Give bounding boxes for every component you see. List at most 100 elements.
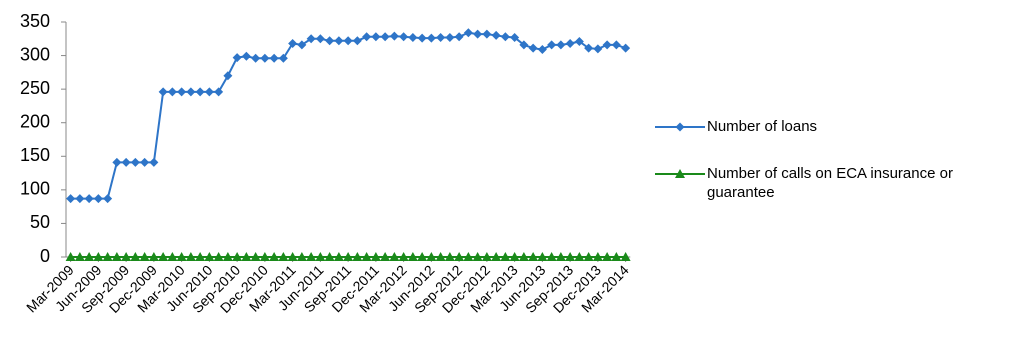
marker bbox=[399, 32, 409, 42]
marker bbox=[232, 53, 242, 63]
marker bbox=[380, 252, 391, 261]
marker bbox=[546, 252, 557, 261]
marker bbox=[288, 38, 298, 48]
marker bbox=[334, 36, 344, 46]
marker bbox=[389, 31, 399, 41]
marker bbox=[65, 252, 76, 261]
marker bbox=[565, 252, 576, 261]
marker bbox=[611, 40, 621, 50]
marker bbox=[167, 252, 178, 261]
marker bbox=[407, 252, 418, 261]
marker bbox=[491, 252, 502, 261]
marker bbox=[213, 252, 224, 261]
marker bbox=[250, 252, 261, 261]
marker bbox=[454, 32, 464, 42]
marker bbox=[84, 194, 94, 204]
marker bbox=[463, 252, 474, 261]
marker bbox=[675, 122, 685, 132]
marker bbox=[583, 252, 594, 261]
marker bbox=[408, 32, 418, 42]
marker bbox=[426, 33, 436, 43]
marker bbox=[222, 252, 233, 261]
marker bbox=[463, 28, 473, 38]
marker bbox=[528, 252, 539, 261]
marker bbox=[223, 71, 233, 81]
y-tick-label: 250 bbox=[20, 78, 50, 98]
marker bbox=[278, 53, 288, 63]
marker bbox=[574, 252, 585, 261]
marker bbox=[84, 252, 95, 261]
marker bbox=[675, 169, 685, 178]
marker bbox=[574, 36, 584, 46]
marker bbox=[158, 252, 169, 261]
marker bbox=[473, 29, 483, 39]
marker bbox=[620, 252, 631, 261]
marker bbox=[297, 40, 307, 50]
marker bbox=[592, 252, 603, 261]
marker bbox=[93, 252, 104, 261]
marker bbox=[251, 53, 261, 63]
marker bbox=[177, 87, 187, 97]
marker bbox=[333, 252, 344, 261]
marker bbox=[112, 157, 122, 167]
marker bbox=[445, 32, 455, 42]
marker bbox=[260, 53, 270, 63]
marker bbox=[435, 252, 446, 261]
marker bbox=[509, 252, 520, 261]
marker bbox=[121, 252, 132, 261]
marker bbox=[362, 32, 372, 42]
series-line bbox=[70, 31, 626, 200]
marker bbox=[186, 87, 196, 97]
marker bbox=[500, 252, 511, 261]
marker bbox=[621, 43, 631, 53]
marker bbox=[214, 87, 224, 97]
marker bbox=[74, 252, 85, 261]
y-tick-label: 100 bbox=[20, 179, 50, 199]
marker bbox=[306, 34, 316, 44]
marker bbox=[185, 252, 196, 261]
marker bbox=[269, 53, 279, 63]
marker bbox=[149, 157, 159, 167]
marker bbox=[352, 36, 362, 46]
marker bbox=[518, 252, 529, 261]
marker bbox=[111, 252, 122, 261]
marker bbox=[204, 252, 215, 261]
marker bbox=[436, 32, 446, 42]
marker bbox=[102, 252, 113, 261]
marker bbox=[176, 252, 187, 261]
marker bbox=[140, 157, 150, 167]
marker bbox=[278, 252, 289, 261]
legend-label: Number of calls on ECA insurance or guar… bbox=[707, 165, 953, 201]
marker bbox=[148, 252, 159, 261]
marker bbox=[611, 252, 622, 261]
y-tick-label: 300 bbox=[20, 44, 50, 64]
marker bbox=[537, 45, 547, 55]
marker bbox=[287, 252, 298, 261]
marker bbox=[306, 252, 317, 261]
marker bbox=[259, 252, 270, 261]
marker bbox=[361, 252, 372, 261]
marker bbox=[389, 252, 400, 261]
marker bbox=[232, 252, 243, 261]
marker bbox=[555, 252, 566, 261]
marker bbox=[602, 252, 613, 261]
marker bbox=[241, 252, 252, 261]
marker bbox=[380, 32, 390, 42]
y-tick-label: 50 bbox=[30, 212, 50, 232]
marker bbox=[602, 40, 612, 50]
marker bbox=[500, 32, 510, 42]
marker bbox=[398, 252, 409, 261]
marker bbox=[370, 252, 381, 261]
marker bbox=[93, 194, 103, 204]
marker bbox=[121, 157, 131, 167]
marker bbox=[103, 194, 113, 204]
marker bbox=[584, 43, 594, 53]
marker bbox=[454, 252, 465, 261]
marker bbox=[66, 194, 76, 204]
y-tick-label: 200 bbox=[20, 111, 50, 131]
marker bbox=[130, 157, 140, 167]
marker bbox=[565, 38, 575, 48]
marker bbox=[324, 252, 335, 261]
